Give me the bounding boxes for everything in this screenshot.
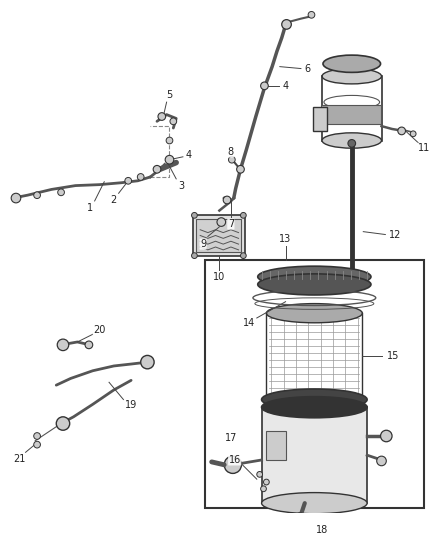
- Bar: [321, 105, 381, 124]
- Circle shape: [85, 341, 93, 349]
- Bar: [266, 431, 286, 460]
- Circle shape: [11, 193, 21, 203]
- Text: 5: 5: [166, 91, 173, 100]
- Text: 7: 7: [228, 219, 234, 229]
- Text: 20: 20: [93, 326, 106, 335]
- Circle shape: [257, 472, 262, 477]
- Text: 1: 1: [87, 203, 93, 213]
- Text: 18: 18: [316, 525, 328, 533]
- Text: 8: 8: [228, 147, 234, 157]
- Circle shape: [282, 20, 291, 29]
- Text: 13: 13: [279, 235, 292, 244]
- Bar: [205, 261, 424, 508]
- Ellipse shape: [322, 69, 381, 84]
- Text: 4: 4: [186, 150, 192, 160]
- Ellipse shape: [258, 274, 371, 295]
- Circle shape: [125, 177, 131, 184]
- Text: 3: 3: [178, 181, 184, 191]
- Ellipse shape: [258, 266, 371, 287]
- Text: 9: 9: [200, 239, 206, 249]
- Circle shape: [264, 479, 269, 485]
- Circle shape: [158, 112, 166, 120]
- Circle shape: [191, 253, 197, 259]
- Bar: [261, 407, 367, 503]
- Circle shape: [295, 513, 305, 522]
- Circle shape: [34, 441, 40, 448]
- Circle shape: [229, 156, 235, 163]
- Text: 16: 16: [229, 455, 241, 465]
- Ellipse shape: [344, 274, 360, 281]
- Circle shape: [170, 118, 177, 125]
- Circle shape: [410, 131, 416, 136]
- Circle shape: [308, 12, 315, 18]
- Ellipse shape: [323, 55, 381, 72]
- Ellipse shape: [322, 133, 381, 148]
- Circle shape: [398, 127, 406, 135]
- Circle shape: [377, 456, 386, 466]
- Circle shape: [224, 456, 241, 473]
- Text: 21: 21: [14, 454, 26, 464]
- Ellipse shape: [261, 492, 367, 514]
- Text: 15: 15: [387, 351, 399, 361]
- Text: 11: 11: [417, 143, 430, 153]
- Circle shape: [34, 192, 40, 199]
- Bar: [196, 219, 241, 252]
- Circle shape: [237, 165, 244, 173]
- Circle shape: [261, 486, 266, 491]
- Circle shape: [381, 430, 392, 442]
- Circle shape: [153, 165, 161, 173]
- Bar: [314, 107, 327, 131]
- Circle shape: [165, 156, 174, 164]
- Ellipse shape: [261, 389, 367, 410]
- Circle shape: [191, 213, 197, 218]
- Text: 12: 12: [389, 230, 401, 239]
- Circle shape: [56, 417, 70, 430]
- Circle shape: [217, 218, 226, 227]
- Text: 6: 6: [304, 63, 311, 74]
- Text: 17: 17: [225, 433, 237, 443]
- Circle shape: [348, 140, 356, 147]
- Circle shape: [240, 253, 246, 259]
- Circle shape: [240, 213, 246, 218]
- Circle shape: [57, 339, 69, 351]
- Circle shape: [34, 433, 40, 439]
- Bar: [193, 215, 245, 256]
- Circle shape: [138, 174, 144, 180]
- Circle shape: [166, 137, 173, 144]
- Text: 2: 2: [111, 195, 117, 205]
- Circle shape: [58, 189, 64, 196]
- Ellipse shape: [261, 397, 367, 418]
- Text: 4: 4: [283, 81, 289, 91]
- Circle shape: [141, 356, 154, 369]
- Text: 19: 19: [125, 400, 137, 410]
- Circle shape: [261, 82, 268, 90]
- Ellipse shape: [266, 390, 362, 409]
- Text: 14: 14: [243, 318, 255, 328]
- Ellipse shape: [266, 304, 362, 323]
- Text: 10: 10: [213, 272, 226, 282]
- Circle shape: [223, 196, 231, 204]
